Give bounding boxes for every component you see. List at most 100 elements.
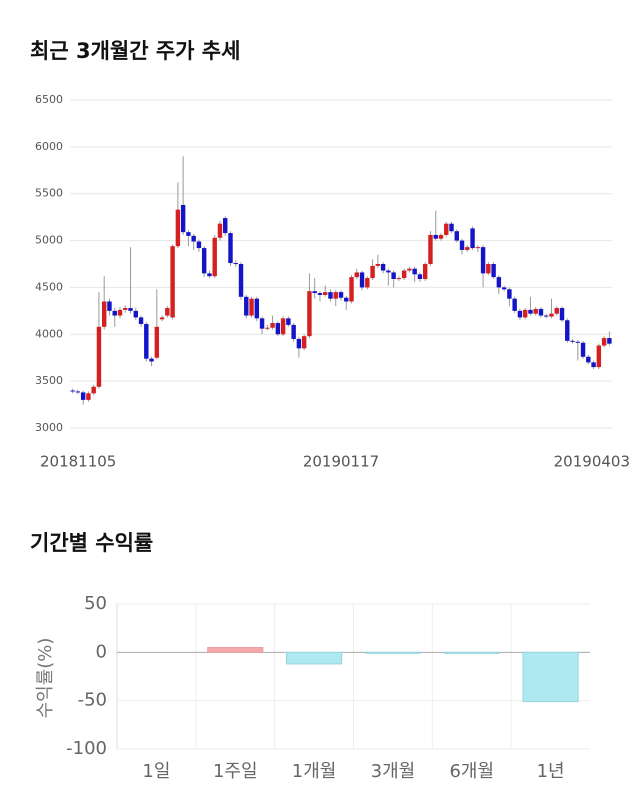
candle-body: [149, 358, 154, 362]
candle-body: [244, 296, 249, 316]
candle-body: [544, 315, 549, 317]
x-tick-label: 20181105: [40, 453, 116, 471]
candle-body: [296, 338, 302, 349]
y-tick-label: 4500: [35, 280, 63, 293]
candle-body: [80, 392, 86, 400]
candle-body: [280, 318, 286, 335]
candle-body: [412, 268, 417, 275]
candle-body: [144, 323, 149, 359]
candle-body: [522, 309, 528, 318]
y-tick-label: 5500: [35, 187, 63, 200]
candle-body: [380, 264, 386, 271]
candle-body: [554, 308, 559, 314]
candle-body: [591, 362, 596, 368]
candle-body: [338, 292, 344, 298]
candle-body: [559, 308, 565, 321]
candle-body: [265, 327, 270, 329]
candle-body: [323, 292, 328, 295]
candle-body: [307, 291, 312, 337]
candle-body: [496, 277, 502, 288]
candle-body: [375, 264, 381, 266]
candle-body: [175, 209, 181, 247]
x-tick-label: 1주일: [213, 761, 258, 782]
candle-body: [491, 264, 496, 278]
candle-body: [586, 356, 591, 363]
candle-body: [249, 298, 254, 316]
candle-body: [196, 241, 202, 249]
candle-body: [312, 291, 317, 294]
candle-body: [191, 235, 196, 242]
candle-body: [270, 323, 275, 328]
candle-body: [433, 234, 438, 239]
x-tick-label: 1년: [537, 761, 565, 782]
candle-body: [607, 338, 612, 344]
bar: [285, 651, 343, 665]
candle-body: [96, 326, 102, 387]
candle-body: [401, 270, 407, 279]
candle-body: [275, 323, 281, 335]
y-axis-label: 수익률(%): [35, 638, 56, 719]
candle-body: [386, 270, 391, 273]
candle-body: [101, 301, 107, 327]
candle-body: [528, 309, 533, 314]
candle-body: [138, 317, 144, 324]
candle-body: [75, 391, 81, 393]
candle-body: [570, 340, 575, 342]
candle-body: [580, 342, 586, 357]
x-tick-label: 3개월: [371, 761, 416, 782]
candle-body: [370, 265, 375, 279]
candle-body: [501, 287, 507, 290]
candle-body: [512, 298, 517, 311]
chart-title: 최근 3개월간 주가 추세: [30, 39, 240, 63]
candle-body: [86, 393, 91, 400]
candle-body: [480, 247, 486, 274]
candle-body: [407, 268, 412, 271]
candle-body: [459, 240, 465, 250]
candle-body: [238, 264, 244, 297]
candle-body: [123, 308, 128, 310]
y-tick-label: -50: [78, 690, 107, 711]
candle-body: [328, 292, 333, 299]
candle-body: [333, 292, 338, 299]
candle-body: [354, 272, 359, 278]
x-tick-label: 1일: [142, 761, 170, 782]
candle-body: [549, 313, 554, 317]
candle-body: [365, 278, 370, 288]
candle-body: [422, 264, 428, 279]
y-tick-label: 6000: [35, 140, 63, 153]
candle-body: [396, 278, 402, 280]
candle-body: [91, 386, 96, 394]
bar: [207, 647, 264, 653]
candle-body: [128, 308, 133, 311]
candle-body: [533, 308, 538, 314]
y-tick-label: 3000: [35, 421, 63, 434]
candle-body: [70, 390, 75, 392]
candle-body: [596, 345, 602, 368]
candle-body: [317, 293, 323, 295]
candle-body: [180, 204, 186, 233]
candle-body: [465, 247, 470, 250]
candle-body: [217, 223, 223, 238]
candle-body: [475, 247, 481, 249]
candle-body: [565, 320, 570, 341]
candle-body: [286, 318, 291, 325]
candle-body: [186, 232, 191, 236]
x-tick-label: 20190403: [554, 453, 630, 471]
candle-body: [212, 237, 217, 277]
candle-body: [449, 223, 454, 232]
candle-body: [344, 297, 349, 302]
x-tick-label: 1개월: [292, 761, 337, 782]
candle-body: [517, 310, 523, 318]
candle-body: [444, 223, 449, 235]
candle-body: [112, 310, 117, 316]
candle-body: [117, 309, 123, 316]
candle-body: [201, 248, 207, 274]
candle-body: [223, 218, 228, 234]
chart-title: 기간별 수익률: [30, 531, 153, 555]
candle-body: [417, 274, 423, 279]
bar: [364, 651, 422, 654]
candle-body: [601, 338, 607, 346]
candle-body: [575, 341, 581, 343]
y-tick-label: 5000: [35, 234, 63, 247]
candle-body: [233, 263, 238, 265]
